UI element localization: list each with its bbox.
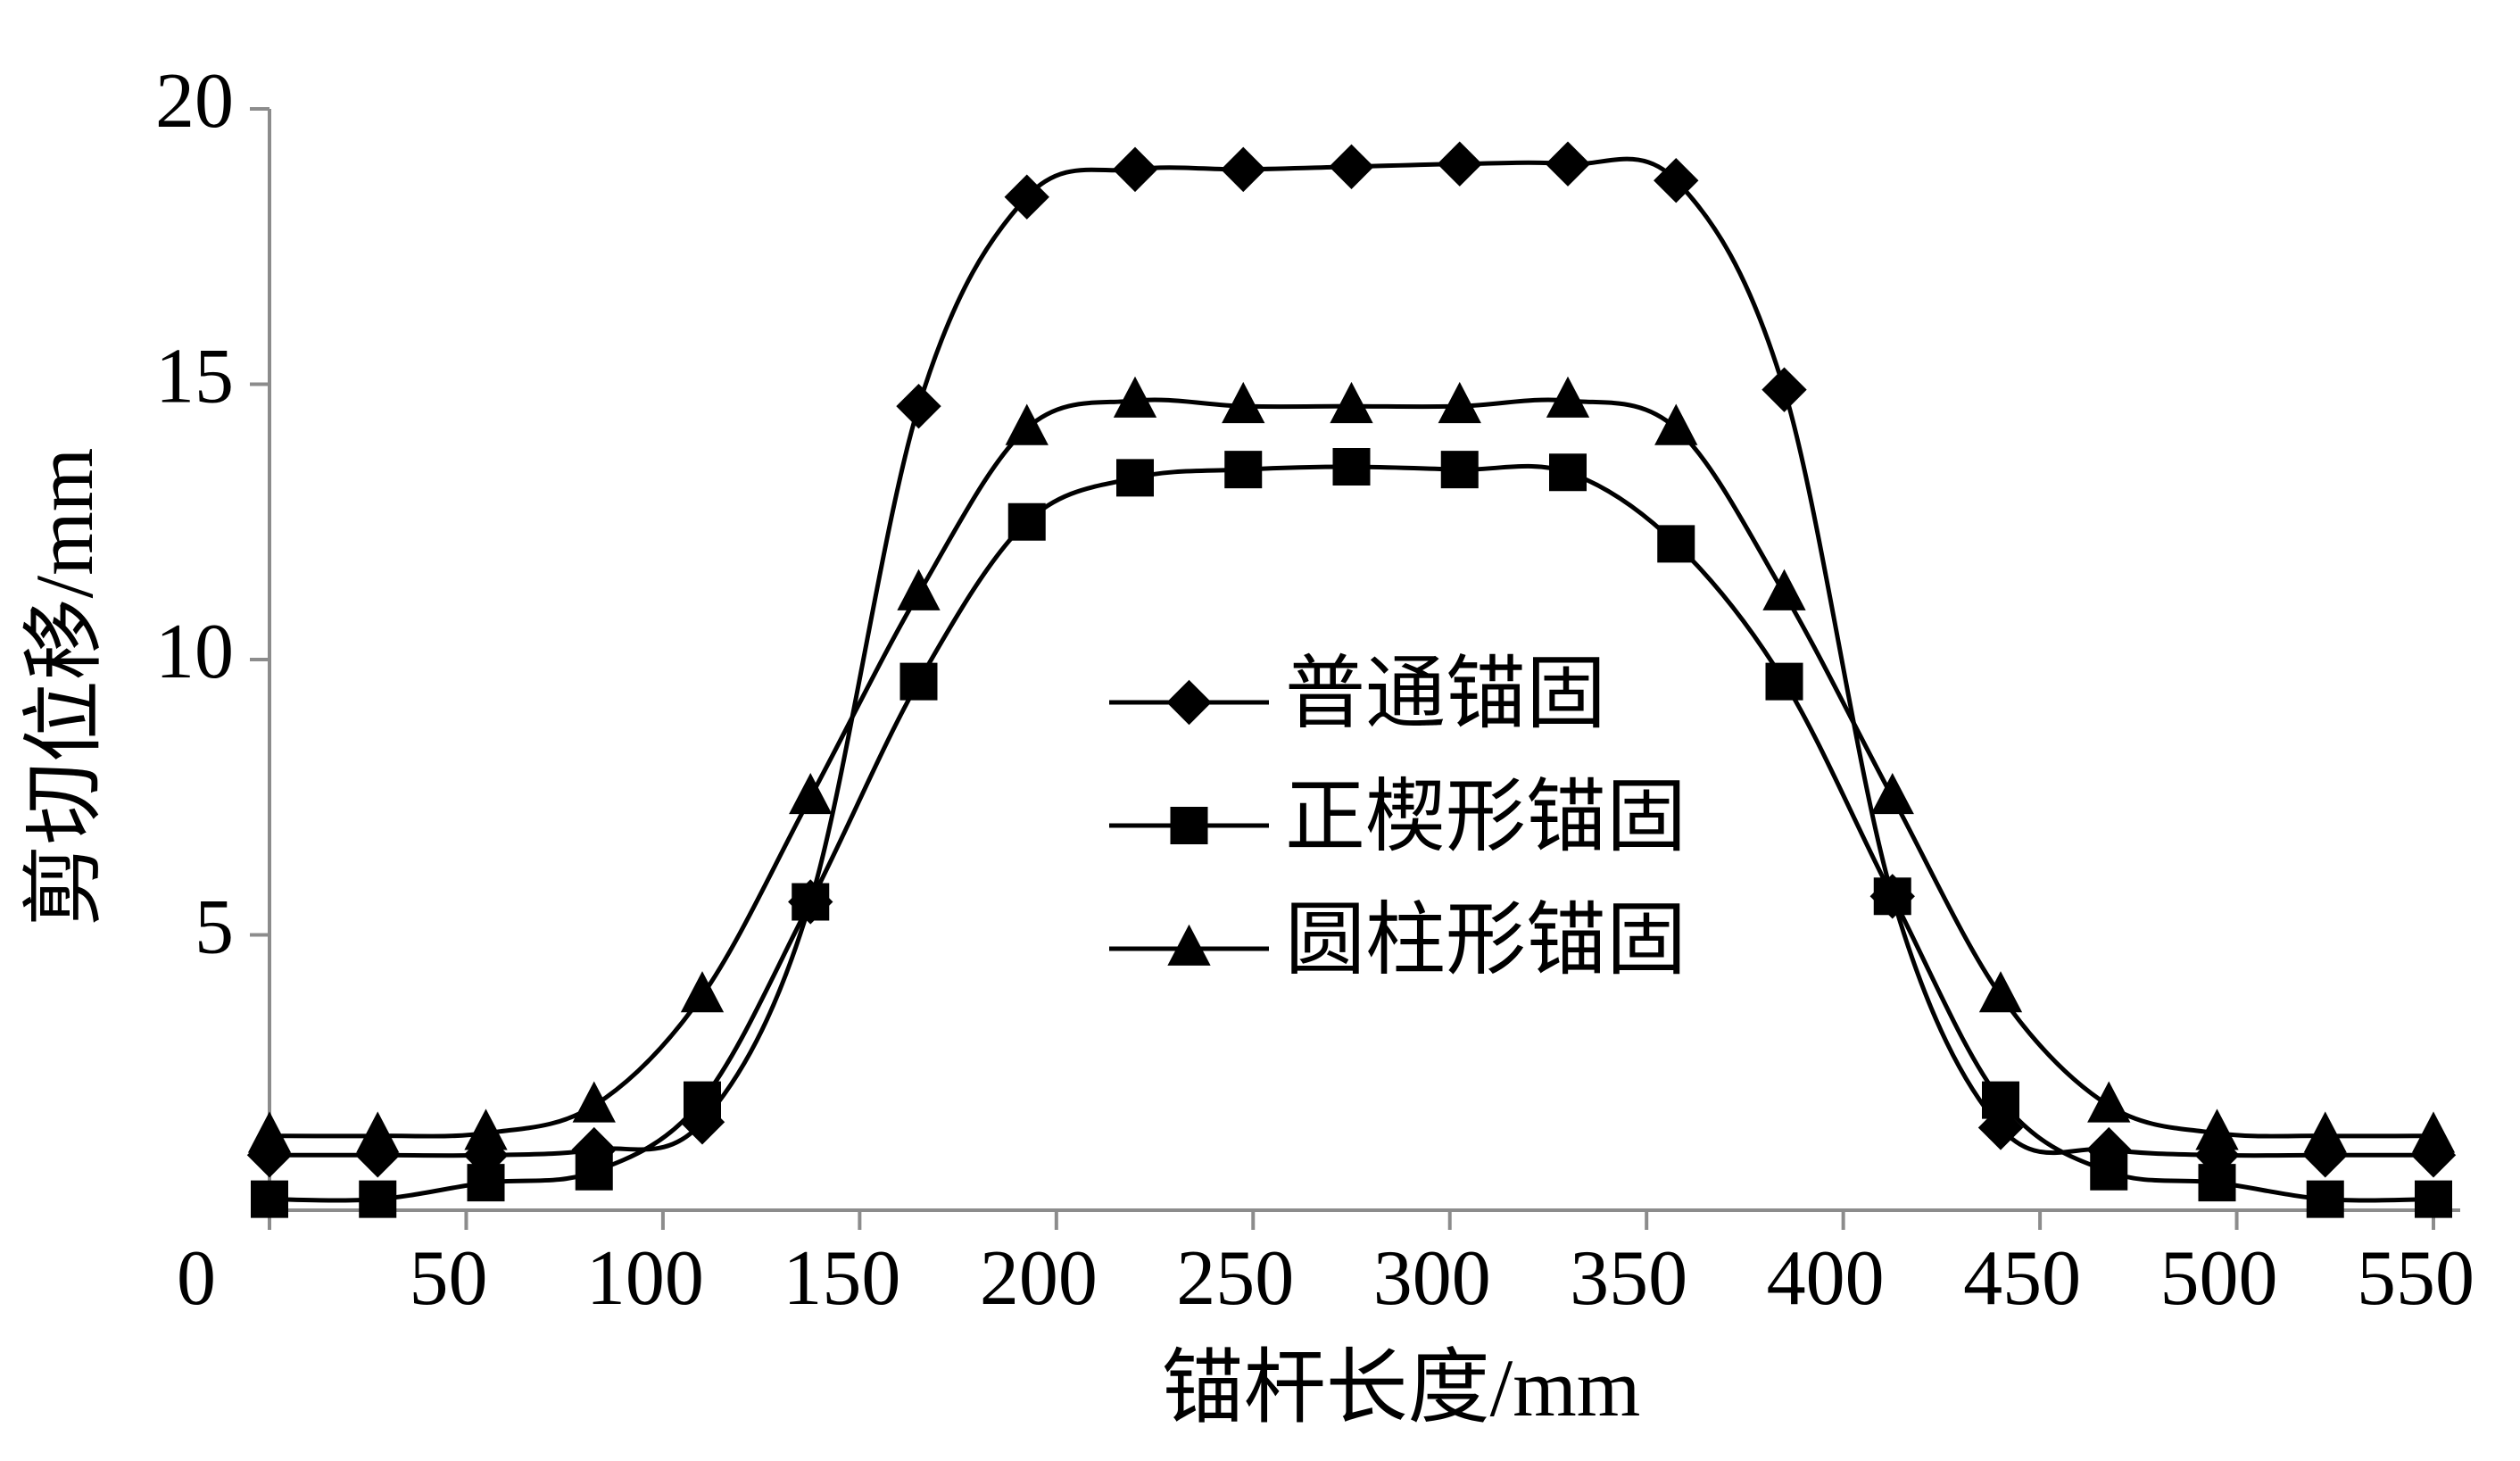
marker [356,1111,400,1153]
marker [897,569,941,610]
marker [2306,1180,2344,1218]
y-axis-title: 剪切位移/mm [19,448,110,927]
marker [1224,451,1263,489]
series-line [269,397,2434,1139]
marker [2086,1126,2132,1173]
marker [1438,381,1481,424]
marker [359,1180,397,1218]
marker [1222,381,1265,424]
x-tick-label: 300 [1373,1235,1491,1322]
x-tick-label: 550 [2357,1235,2474,1322]
marker [247,1111,292,1153]
marker [1657,525,1695,563]
marker [1116,459,1154,497]
marker [2411,1111,2456,1153]
marker [1765,662,1803,701]
marker [1654,158,1699,203]
x-tick-label: 0 [177,1235,216,1322]
marker [1654,403,1698,445]
marker [572,1081,616,1123]
x-tick-label: 150 [783,1235,900,1322]
marker [246,1133,293,1178]
marker [1332,448,1371,486]
marker [1546,376,1590,418]
marker [679,1100,725,1145]
marker [1762,569,1806,610]
marker [2198,1164,2236,1202]
legend-marker [1166,679,1212,726]
marker [1437,141,1482,187]
marker [2302,1133,2348,1178]
x-tick-label: 500 [2160,1235,2278,1322]
legend-marker [1170,807,1208,844]
marker [467,1164,505,1202]
marker [2194,1133,2240,1178]
marker [2303,1111,2347,1153]
x-tick-label: 250 [1176,1235,1294,1322]
marker [2195,1108,2239,1150]
marker [1112,146,1158,193]
marker [1440,451,1479,489]
marker [899,662,938,701]
marker [792,883,830,921]
x-tick-label: 450 [1963,1235,2081,1322]
x-tick-label: 100 [586,1235,704,1322]
marker [1978,971,2023,1013]
legend-marker [1167,924,1211,966]
marker [355,1133,401,1178]
y-tick-label: 10 [155,609,234,695]
y-tick-label: 20 [155,58,234,145]
marker [1005,403,1049,445]
marker [1330,381,1373,424]
marker [251,1180,288,1218]
marker [680,971,725,1013]
marker [684,1081,721,1119]
marker [1873,877,1911,916]
x-tick-label: 400 [1767,1235,1885,1322]
marker [2090,1152,2128,1191]
marker [575,1152,613,1191]
marker [896,383,941,429]
marker [464,1108,508,1150]
marker [2415,1180,2452,1218]
marker [1329,144,1374,189]
legend-label: 圆柱形锚固 [1285,897,1687,985]
marker [1007,502,1046,541]
marker [1549,453,1587,492]
marker [2087,1081,2131,1123]
marker [1977,1105,2024,1150]
marker [1982,1081,2019,1119]
legend-item: 正楔形锚固 [1109,774,1687,862]
marker [1221,146,1266,193]
marker [1870,772,1914,815]
x-tick-label: 200 [980,1235,1098,1322]
marker [1113,376,1157,418]
x-tick-label: 350 [1570,1235,1687,1322]
y-tick-label: 5 [195,884,234,971]
x-tick-label: 50 [409,1235,487,1322]
marker [1545,141,1591,187]
legend-item: 普通锚固 [1109,651,1606,739]
marker [1004,174,1049,220]
marker [2410,1133,2457,1178]
legend-label: 普通锚固 [1285,651,1606,739]
legend-item: 圆柱形锚固 [1109,897,1687,985]
marker [1762,367,1807,412]
y-tick-label: 15 [155,334,234,420]
x-axis-title: 锚杆长度/mm [1162,1342,1641,1433]
marker [789,772,833,815]
legend-label: 正楔形锚固 [1285,774,1687,862]
